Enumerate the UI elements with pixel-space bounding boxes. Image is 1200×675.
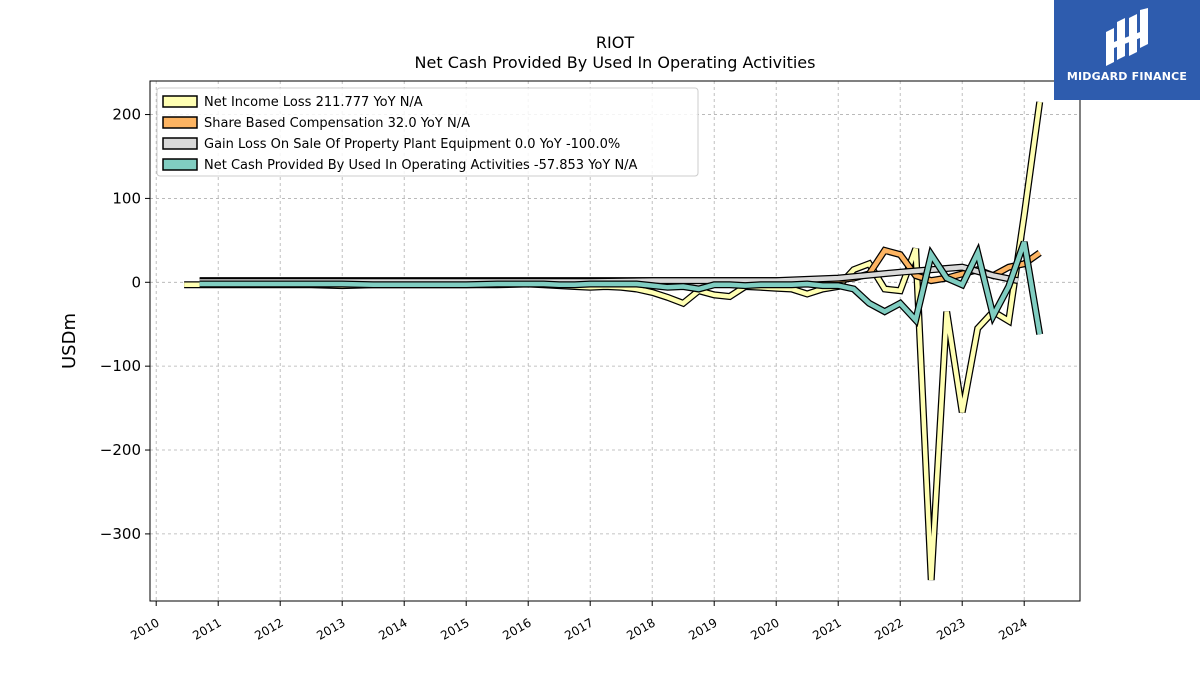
legend-item-4: Net Cash Provided By Used In Operating A… [162,158,638,173]
y-axis: 200 100 0 −100 −200 −300 [100,106,150,543]
y-axis-label: USDm [59,313,80,369]
brand-logo: MIDGARD FINANCE [1054,0,1200,100]
x-tick-label: 2019 [686,615,719,642]
x-tick-label: 2017 [562,615,595,642]
x-tick-label: 2018 [624,615,657,642]
series-layer [184,101,1044,581]
chart-title: RIOT [596,33,634,52]
x-axis: 2010 2011 2012 2013 2014 2015 2016 2017 2018 2019… [128,601,1030,643]
plot-frame [149,80,1081,602]
legend: Net Income Loss 211.777 YoY N/A Share Bas… [156,87,699,177]
x-tick-label: 2024 [996,615,1029,642]
y-tick-label: 0 [131,273,141,291]
legend-box [156,87,699,177]
legend-swatch [162,95,198,108]
legend-item-1: Net Income Loss 211.777 YoY N/A [162,95,423,110]
legend-item-3: Gain Loss On Sale Of Property Plant Equi… [162,137,620,152]
y-tick-label: −200 [100,441,141,459]
x-tick-label: 2023 [934,615,967,642]
series-3-line [199,263,1019,285]
x-tick-label: 2012 [252,615,285,642]
legend-label: Share Based Compensation 32.0 YoY N/A [204,116,470,131]
legend-swatch [162,158,198,171]
series-4-line [199,240,1044,335]
x-tick-label: 2016 [500,615,533,642]
x-tick-label: 2013 [314,615,347,642]
legend-label: Gain Loss On Sale Of Property Plant Equi… [204,137,620,152]
legend-label: Net Cash Provided By Used In Operating A… [204,158,638,173]
x-tick-label: 2010 [128,615,161,642]
legend-swatch [162,137,198,150]
brand-mark-icon [1106,8,1148,66]
series-stroke [199,241,1042,335]
x-tick-label: 2014 [376,615,409,642]
y-tick-label: −100 [100,357,141,375]
x-tick-label: 2011 [190,615,223,642]
x-tick-label: 2015 [438,615,471,642]
x-tick-label: 2021 [810,615,843,642]
legend-item-2: Share Based Compensation 32.0 YoY N/A [162,116,470,131]
x-tick-label: 2020 [748,615,781,642]
x-tick-label: 2022 [872,615,905,642]
brand-name: MIDGARD FINANCE [1066,70,1188,83]
y-tick-label: 100 [112,189,141,207]
chart-subtitle: Net Cash Provided By Used In Operating A… [415,53,816,72]
y-tick-label: 200 [112,106,141,124]
legend-swatch [162,116,198,129]
y-tick-label: −300 [100,525,141,543]
legend-label: Net Income Loss 211.777 YoY N/A [204,95,423,110]
